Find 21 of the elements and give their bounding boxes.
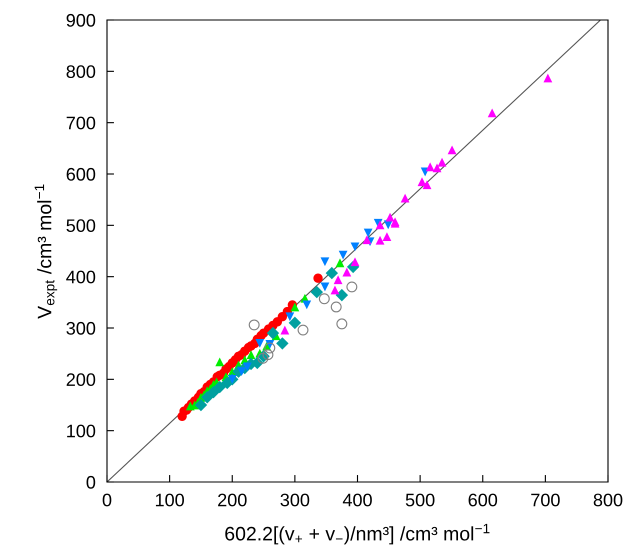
x-tick-label: 700 (531, 494, 560, 506)
y-tick-label: 100 (67, 424, 96, 438)
x-tick-label: 800 (594, 494, 622, 506)
y-tick-label: 200 (66, 373, 96, 386)
y-tick-label: 500 (66, 219, 96, 232)
y-tick-label: 800 (66, 65, 96, 78)
y-tick-label: 300 (66, 322, 96, 335)
x-tick-label: 500 (406, 494, 434, 506)
x-tick-label: 400 (342, 494, 372, 506)
y-tick-label: 900 (66, 14, 96, 27)
y-tick-label: 0 (86, 476, 96, 489)
y-axis-title: V$_{expt}$ /cm³ mol$^{−1}$ (34, 184, 58, 319)
x-tick-label: 200 (218, 494, 247, 506)
x-axis-title: 602.2[(v$_{+}$ + v$_{−}$)/nm³] /cm³ mol$^{−1}$ (225, 524, 490, 544)
y-tick-label: 400 (66, 270, 96, 284)
y-tick-label: 700 (66, 116, 96, 130)
x-tick-label: 0 (102, 494, 112, 506)
x-tick-label: 100 (156, 494, 184, 506)
y-tick-label: 600 (66, 168, 96, 181)
x-tick-label: 300 (280, 494, 310, 506)
x-tick-label: 600 (468, 494, 498, 506)
